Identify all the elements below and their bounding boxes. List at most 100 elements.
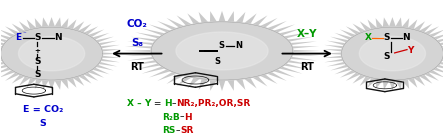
Polygon shape xyxy=(428,29,444,37)
Polygon shape xyxy=(383,80,390,90)
Polygon shape xyxy=(432,68,444,74)
Polygon shape xyxy=(95,37,114,42)
Polygon shape xyxy=(48,80,55,90)
Polygon shape xyxy=(266,21,287,30)
Polygon shape xyxy=(401,79,409,89)
Polygon shape xyxy=(5,26,20,35)
Text: E = CO₂: E = CO₂ xyxy=(23,105,63,114)
Polygon shape xyxy=(0,65,8,71)
Polygon shape xyxy=(166,74,185,84)
Text: =: = xyxy=(151,99,164,108)
Polygon shape xyxy=(395,17,402,27)
Text: X–Y: X–Y xyxy=(297,29,317,39)
Text: N: N xyxy=(235,41,242,50)
Polygon shape xyxy=(432,33,444,39)
Polygon shape xyxy=(12,75,26,84)
Polygon shape xyxy=(19,76,31,86)
Polygon shape xyxy=(95,65,114,71)
Polygon shape xyxy=(210,80,217,91)
Polygon shape xyxy=(42,80,49,90)
Text: S: S xyxy=(214,57,221,66)
Text: S: S xyxy=(218,41,224,50)
Polygon shape xyxy=(0,41,5,45)
Polygon shape xyxy=(340,29,357,37)
Polygon shape xyxy=(292,53,319,56)
Polygon shape xyxy=(341,27,443,80)
Polygon shape xyxy=(235,12,246,23)
Polygon shape xyxy=(383,17,390,27)
Text: E: E xyxy=(16,33,21,42)
Polygon shape xyxy=(0,59,3,62)
Polygon shape xyxy=(278,28,302,35)
Text: H: H xyxy=(184,112,192,122)
Polygon shape xyxy=(127,57,154,61)
Polygon shape xyxy=(19,21,31,31)
Polygon shape xyxy=(395,80,402,90)
Polygon shape xyxy=(424,73,439,81)
Polygon shape xyxy=(0,37,8,42)
Polygon shape xyxy=(327,62,346,67)
Polygon shape xyxy=(413,21,425,31)
Polygon shape xyxy=(54,17,61,27)
Text: +: + xyxy=(35,48,40,54)
Polygon shape xyxy=(35,18,43,28)
Polygon shape xyxy=(323,49,342,51)
Polygon shape xyxy=(135,64,161,70)
Polygon shape xyxy=(0,29,16,37)
Polygon shape xyxy=(227,11,234,22)
Polygon shape xyxy=(340,70,357,78)
Text: S₈: S₈ xyxy=(131,38,143,48)
Polygon shape xyxy=(283,64,309,70)
Polygon shape xyxy=(266,72,287,81)
Text: NR₂,PR₂,OR,SR: NR₂,PR₂,OR,SR xyxy=(176,99,250,108)
Polygon shape xyxy=(151,22,293,80)
Polygon shape xyxy=(0,56,1,58)
Polygon shape xyxy=(439,41,444,45)
Text: RT: RT xyxy=(300,62,314,72)
Polygon shape xyxy=(439,62,444,67)
Polygon shape xyxy=(323,56,342,58)
Polygon shape xyxy=(252,76,267,86)
Polygon shape xyxy=(60,79,68,89)
Polygon shape xyxy=(12,24,26,32)
Polygon shape xyxy=(0,62,5,67)
Polygon shape xyxy=(227,80,234,91)
Polygon shape xyxy=(218,80,226,91)
Polygon shape xyxy=(360,21,372,31)
Polygon shape xyxy=(19,36,85,71)
Polygon shape xyxy=(290,57,317,61)
Polygon shape xyxy=(389,17,396,27)
Polygon shape xyxy=(131,37,157,42)
Polygon shape xyxy=(292,46,319,48)
Polygon shape xyxy=(149,69,171,78)
Polygon shape xyxy=(335,68,353,74)
Polygon shape xyxy=(60,18,68,28)
Polygon shape xyxy=(91,68,109,74)
Text: RT: RT xyxy=(130,62,144,72)
Text: ⁻: ⁻ xyxy=(22,31,26,37)
Polygon shape xyxy=(87,29,104,37)
Polygon shape xyxy=(0,49,1,51)
Polygon shape xyxy=(335,33,353,39)
Polygon shape xyxy=(149,24,171,33)
Text: S: S xyxy=(34,33,41,42)
Polygon shape xyxy=(177,15,192,26)
Text: RS: RS xyxy=(162,126,176,135)
Polygon shape xyxy=(102,56,121,58)
Polygon shape xyxy=(54,80,61,90)
Polygon shape xyxy=(0,33,12,39)
Polygon shape xyxy=(35,79,43,89)
Polygon shape xyxy=(235,79,246,90)
Polygon shape xyxy=(1,27,103,80)
Polygon shape xyxy=(324,45,344,48)
Polygon shape xyxy=(187,78,200,88)
Polygon shape xyxy=(177,76,192,86)
Polygon shape xyxy=(124,50,151,52)
Polygon shape xyxy=(259,18,278,28)
Polygon shape xyxy=(424,26,439,35)
Polygon shape xyxy=(376,18,384,28)
Polygon shape xyxy=(5,73,20,81)
Text: Y: Y xyxy=(407,46,414,55)
Polygon shape xyxy=(0,68,12,74)
Polygon shape xyxy=(0,52,1,55)
